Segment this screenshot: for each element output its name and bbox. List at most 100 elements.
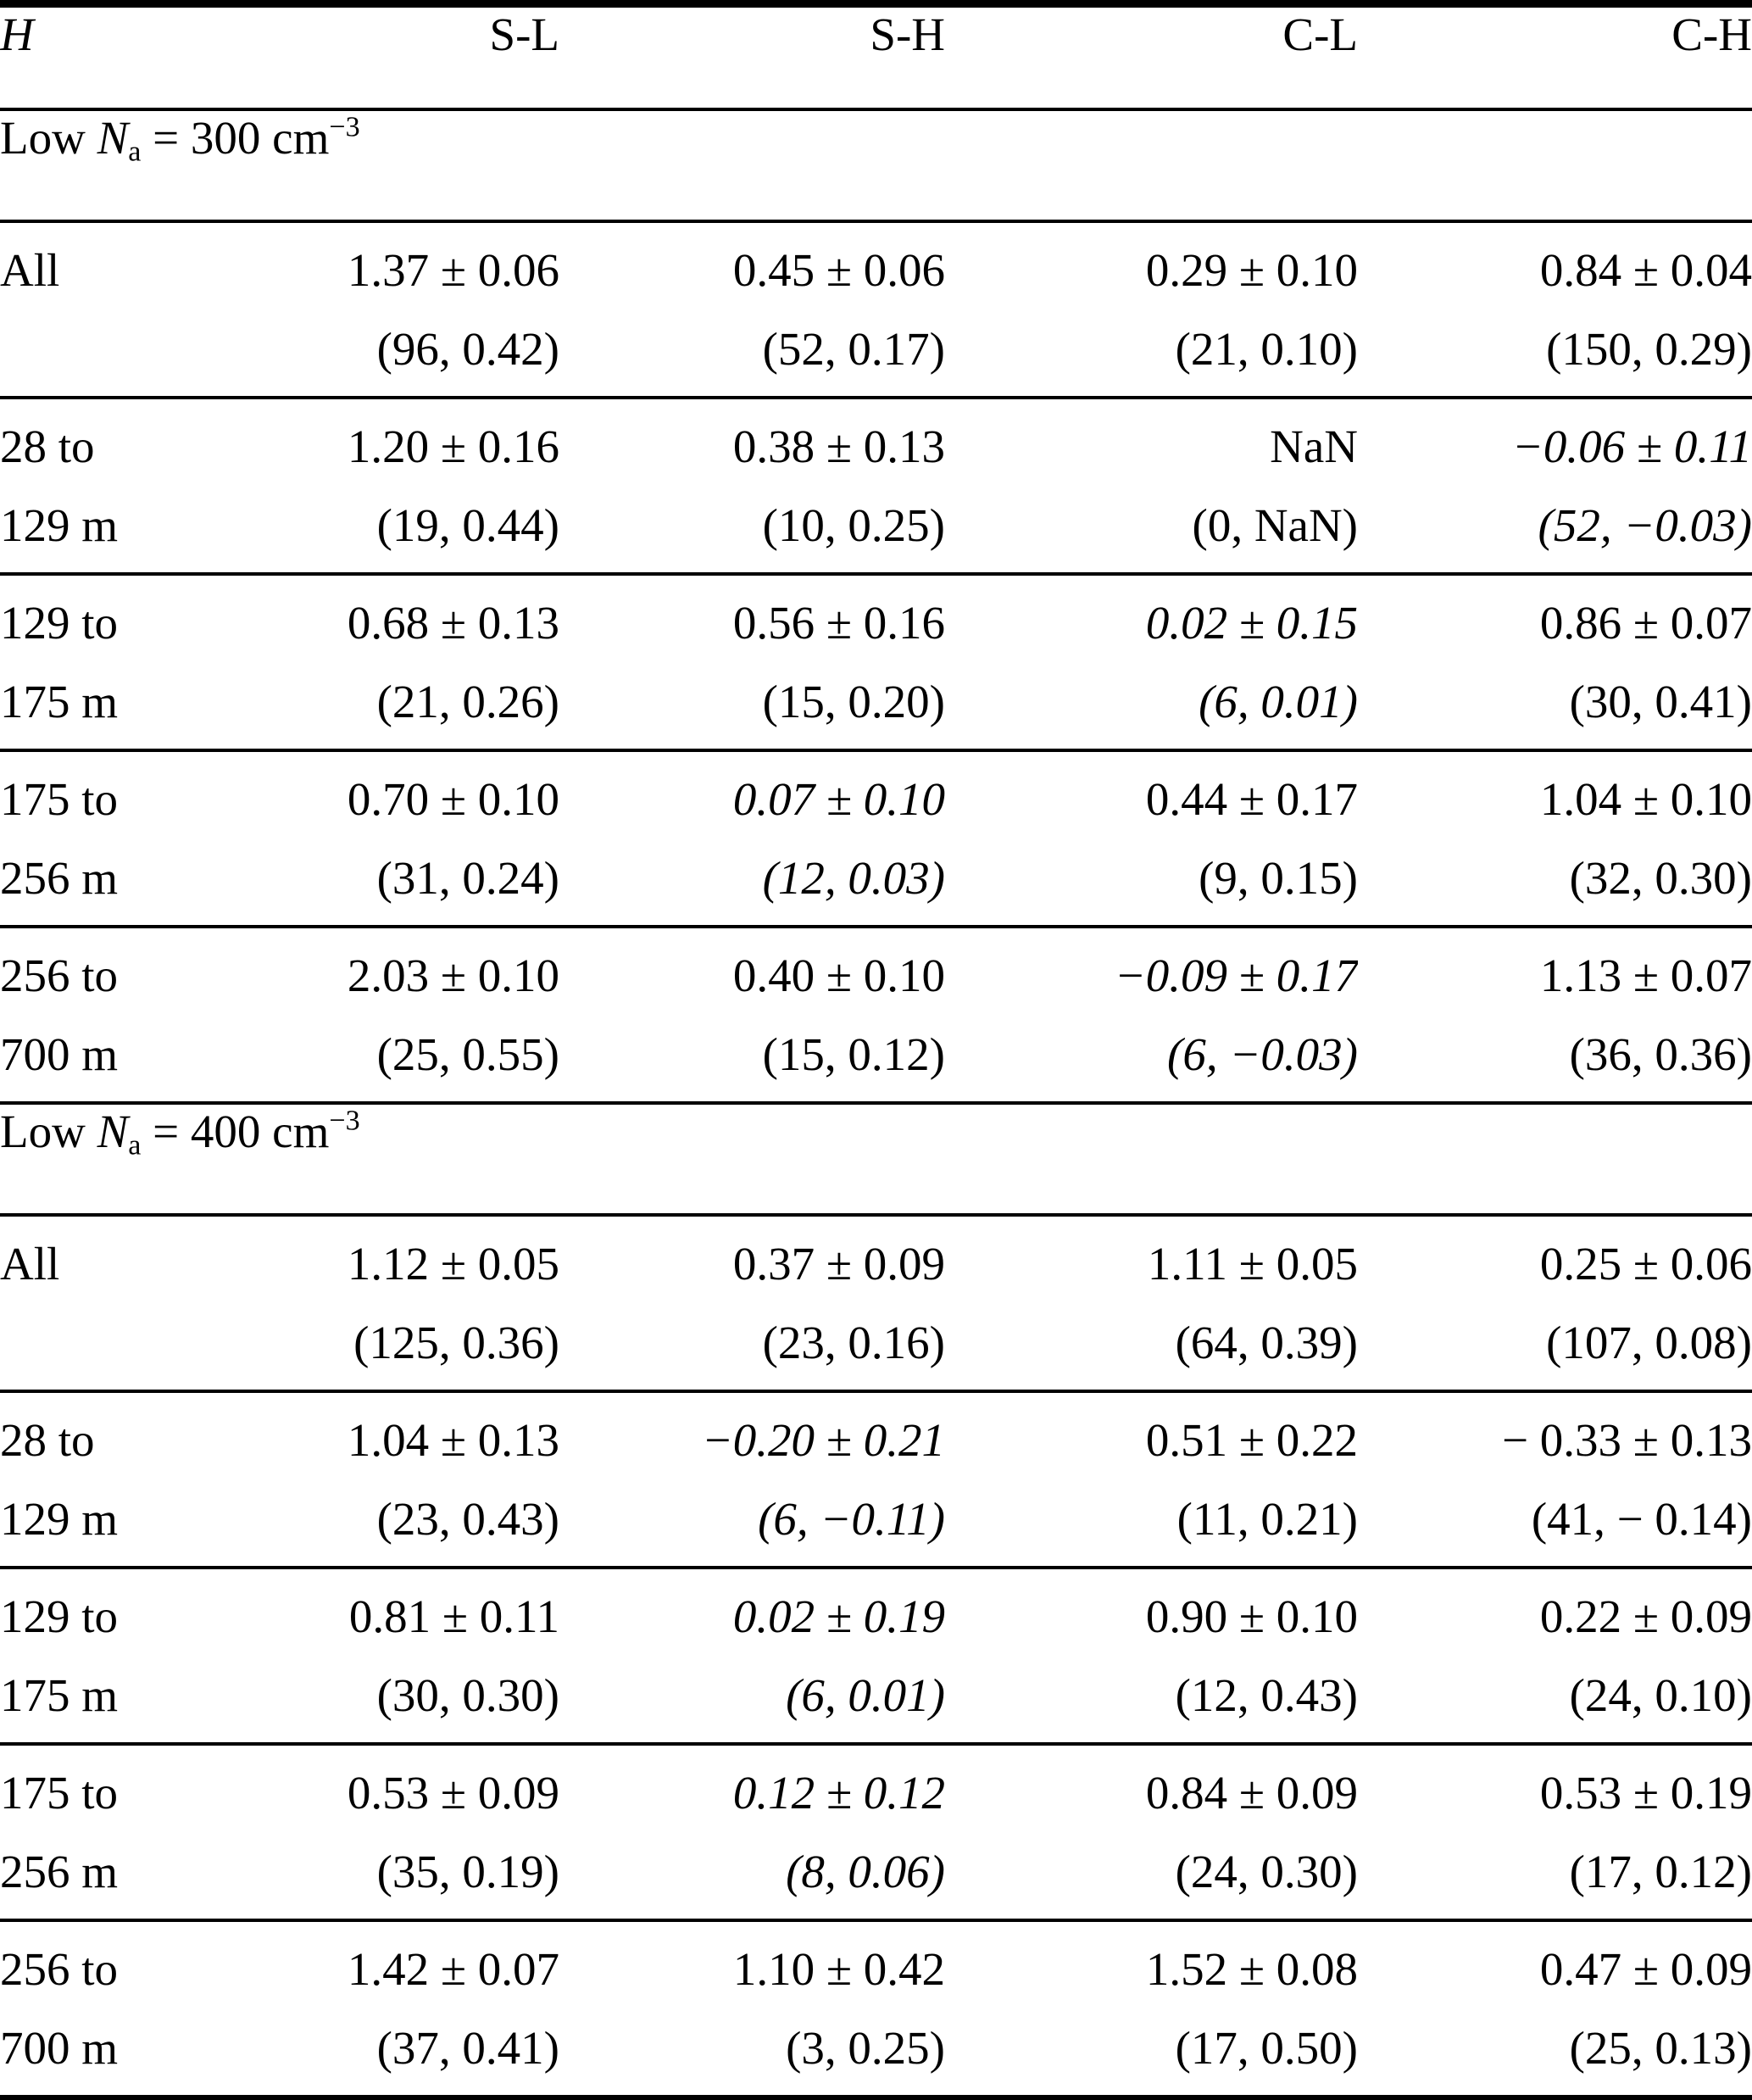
section-title-text: Low bbox=[0, 112, 97, 164]
table-row: 175 to 256 m 0.53 ± 0.09 (35, 0.19) 0.12 ± 0… bbox=[0, 1744, 1752, 1920]
cell-stats: (30, 0.41) bbox=[1569, 676, 1752, 727]
cell-value: 0.45 ± 0.06 bbox=[732, 244, 945, 296]
row-label-line: 256 to bbox=[0, 950, 119, 1001]
row-label-line: 129 to bbox=[0, 1590, 119, 1642]
cell-stats: (25, 0.13) bbox=[1569, 2022, 1752, 2074]
section-title-text: Low bbox=[0, 1106, 97, 1157]
cell-c-l: 0.84 ± 0.09 (24, 0.30) bbox=[945, 1744, 1358, 1920]
row-label-line: 129 m bbox=[0, 1493, 119, 1545]
cell-stats: (21, 0.26) bbox=[376, 676, 559, 727]
cell-value: −0.20 ± 0.21 bbox=[701, 1414, 945, 1466]
cell-value: 1.04 ± 0.10 bbox=[1539, 773, 1752, 825]
cell-stats: (6, 0.01) bbox=[1199, 676, 1358, 727]
cell-stats: (24, 0.30) bbox=[1175, 1846, 1358, 1897]
cell-stats: (36, 0.36) bbox=[1569, 1028, 1752, 1080]
cell-stats: (6, −0.11) bbox=[758, 1493, 945, 1545]
cell-s-h: 0.45 ± 0.06 (52, 0.17) bbox=[559, 221, 945, 398]
cell-c-h: 1.13 ± 0.07 (36, 0.36) bbox=[1358, 927, 1752, 1103]
cell-c-h: 0.84 ± 0.04 (150, 0.29) bbox=[1358, 221, 1752, 398]
cell-value: 1.52 ± 0.08 bbox=[1145, 1943, 1358, 1995]
cell-stats: (21, 0.10) bbox=[1175, 323, 1358, 375]
cell-stats: (30, 0.30) bbox=[376, 1669, 559, 1721]
row-label: 129 to 175 m bbox=[0, 574, 254, 750]
row-label-line: 129 m bbox=[0, 499, 119, 551]
row-label-line: 256 m bbox=[0, 1846, 119, 1897]
cell-c-l: 0.29 ± 0.10 (21, 0.10) bbox=[945, 221, 1358, 398]
row-label-line: 175 m bbox=[0, 1669, 119, 1721]
cell-value: 0.40 ± 0.10 bbox=[732, 950, 945, 1001]
cell-stats: (10, 0.25) bbox=[762, 499, 945, 551]
table-row: 175 to 256 m 0.70 ± 0.10 (31, 0.24) 0.07 ± 0… bbox=[0, 750, 1752, 927]
cell-stats: (19, 0.44) bbox=[376, 499, 559, 551]
cell-c-l: 0.44 ± 0.17 (9, 0.15) bbox=[945, 750, 1358, 927]
cell-stats: (3, 0.25) bbox=[786, 2022, 945, 2074]
cell-c-h: 0.22 ± 0.09 (24, 0.10) bbox=[1358, 1568, 1752, 1744]
cell-s-l: 0.81 ± 0.11 (30, 0.30) bbox=[254, 1568, 559, 1744]
row-label-line: All bbox=[0, 244, 60, 296]
cell-value: 1.37 ± 0.06 bbox=[347, 244, 559, 296]
cell-stats: (11, 0.21) bbox=[1176, 1493, 1358, 1545]
cell-stats: (24, 0.10) bbox=[1569, 1669, 1752, 1721]
cell-s-h: 0.56 ± 0.16 (15, 0.20) bbox=[559, 574, 945, 750]
cell-value: 0.38 ± 0.13 bbox=[732, 421, 945, 472]
na-subscript: a bbox=[128, 136, 142, 168]
unit-exponent: −3 bbox=[329, 111, 360, 143]
row-label: 175 to 256 m bbox=[0, 1744, 254, 1920]
table-row: 28 to 129 m 1.04 ± 0.13 (23, 0.43) −0.20 ± 0… bbox=[0, 1391, 1752, 1568]
cell-c-h: 0.25 ± 0.06 (107, 0.08) bbox=[1358, 1215, 1752, 1391]
cell-s-h: 1.10 ± 0.42 (3, 0.25) bbox=[559, 1920, 945, 2097]
table-row: 256 to 700 m 2.03 ± 0.10 (25, 0.55) 0.40 ± 0… bbox=[0, 927, 1752, 1103]
row-label-line: 175 m bbox=[0, 676, 119, 727]
cell-value: 0.84 ± 0.09 bbox=[1145, 1767, 1358, 1819]
cell-s-h: 0.40 ± 0.10 (15, 0.12) bbox=[559, 927, 945, 1103]
cell-value: 0.47 ± 0.09 bbox=[1539, 1943, 1752, 1995]
cell-value: 1.10 ± 0.42 bbox=[732, 1943, 945, 1995]
cell-s-l: 0.70 ± 0.10 (31, 0.24) bbox=[254, 750, 559, 927]
cell-c-l: 0.02 ± 0.15 (6, 0.01) bbox=[945, 574, 1358, 750]
section-title: Low Na = 400 cm−3 bbox=[0, 1103, 1752, 1215]
cell-value: 0.25 ± 0.06 bbox=[1539, 1238, 1752, 1290]
cell-value: 1.04 ± 0.13 bbox=[347, 1414, 559, 1466]
section-title-text: = 400 cm bbox=[141, 1106, 330, 1157]
row-label-line: 28 to bbox=[0, 421, 95, 472]
cell-s-h: 0.07 ± 0.10 (12, 0.03) bbox=[559, 750, 945, 927]
table-row: 129 to 175 m 0.68 ± 0.13 (21, 0.26) 0.56 ± 0… bbox=[0, 574, 1752, 750]
cell-value: −0.09 ± 0.17 bbox=[1114, 950, 1358, 1001]
cell-value: 0.84 ± 0.04 bbox=[1539, 244, 1752, 296]
table-row: 256 to 700 m 1.42 ± 0.07 (37, 0.41) 1.10 ± 0… bbox=[0, 1920, 1752, 2097]
row-label-line: 700 m bbox=[0, 1028, 119, 1080]
cell-stats: (32, 0.30) bbox=[1569, 852, 1752, 904]
row-label: All bbox=[0, 221, 254, 398]
cell-value: 0.02 ± 0.19 bbox=[732, 1590, 945, 1642]
column-header-s-h: S-H bbox=[870, 8, 945, 60]
na-symbol: N bbox=[97, 1106, 129, 1157]
na-symbol: N bbox=[97, 112, 129, 164]
table-row: 28 to 129 m 1.20 ± 0.16 (19, 0.44) 0.38 ± 0.… bbox=[0, 398, 1752, 574]
cell-value: 0.53 ± 0.19 bbox=[1539, 1767, 1752, 1819]
cell-stats: (23, 0.43) bbox=[376, 1493, 559, 1545]
cell-value: 0.02 ± 0.15 bbox=[1145, 597, 1358, 649]
cell-value: − 0.33 ± 0.13 bbox=[1502, 1414, 1752, 1466]
section-title-text: = 300 cm bbox=[141, 112, 330, 164]
row-label: 256 to 700 m bbox=[0, 927, 254, 1103]
na-subscript: a bbox=[128, 1129, 142, 1161]
cell-value: 1.42 ± 0.07 bbox=[347, 1943, 559, 1995]
cell-stats: (25, 0.55) bbox=[376, 1028, 559, 1080]
cell-stats: (96, 0.42) bbox=[376, 323, 559, 375]
table-row: 129 to 175 m 0.81 ± 0.11 (30, 0.30) 0.02 ± 0… bbox=[0, 1568, 1752, 1744]
table-row: All 1.37 ± 0.06 (96, 0.42) 0.45 ± 0.06 (52, … bbox=[0, 221, 1752, 398]
cell-value: 0.90 ± 0.10 bbox=[1145, 1590, 1358, 1642]
cell-stats: (9, 0.15) bbox=[1199, 852, 1358, 904]
cell-c-h: 1.04 ± 0.10 (32, 0.30) bbox=[1358, 750, 1752, 927]
row-label: 175 to 256 m bbox=[0, 750, 254, 927]
cell-c-l: 0.51 ± 0.22 (11, 0.21) bbox=[945, 1391, 1358, 1568]
cell-stats: (52, 0.17) bbox=[762, 323, 945, 375]
cell-value: −0.06 ± 0.11 bbox=[1511, 421, 1752, 472]
row-label-line: 256 m bbox=[0, 852, 119, 904]
section-title: Low Na = 300 cm−3 bbox=[0, 109, 1752, 221]
cell-c-h: 0.86 ± 0.07 (30, 0.41) bbox=[1358, 574, 1752, 750]
cell-stats: (15, 0.12) bbox=[762, 1028, 945, 1080]
cell-value: 0.44 ± 0.17 bbox=[1145, 773, 1358, 825]
row-label-line: 175 to bbox=[0, 773, 119, 825]
